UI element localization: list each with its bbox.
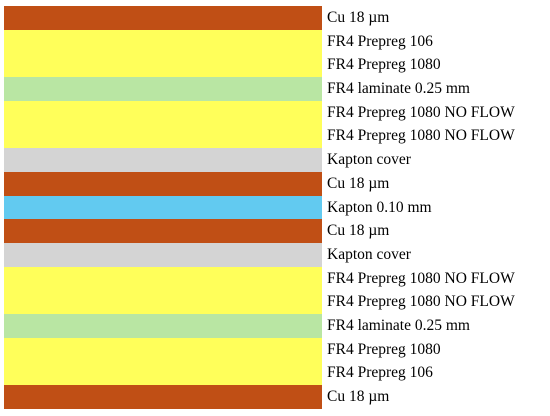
layer-label: Cu 18 µm [327,222,390,240]
layer-swatch-kapton-cover [4,148,322,172]
layer-swatch-laminate [4,313,322,338]
layer-stackup: Cu 18 µm FR4 Prepreg 106 FR4 Prepreg 1080 F… [4,6,550,409]
layer-swatch-prepreg [4,266,322,291]
layer-label: FR4 Prepreg 1080 NO FLOW [327,127,515,145]
layer-swatch-copper [4,171,322,196]
layer-label: Kapton 0.10 mm [327,198,432,216]
layer-label: Kapton cover [327,245,411,263]
layer-label: FR4 Prepreg 106 [327,364,433,382]
layer-row: Cu 18 µm [4,385,550,409]
layer-swatch-prepreg [4,53,322,78]
layer-label: FR4 Prepreg 1080 [327,340,441,358]
layer-row: FR4 Prepreg 1080 NO FLOW [4,100,550,125]
layer-row: Kapton cover [4,242,550,267]
layer-row: FR4 Prepreg 1080 NO FLOW [4,266,550,291]
layer-swatch-prepreg [4,124,322,149]
layer-label: FR4 Prepreg 1080 NO FLOW [327,293,515,311]
layer-label: FR4 Prepreg 1080 NO FLOW [327,269,515,287]
layer-label: FR4 Prepreg 1080 [327,56,441,74]
layer-row: Cu 18 µm [4,171,550,196]
layer-label: FR4 Prepreg 1080 NO FLOW [327,103,515,121]
layer-swatch-prepreg [4,290,322,314]
layer-row: Kapton 0.10 mm [4,195,550,220]
layer-swatch-prepreg [4,337,322,362]
layer-swatch-copper [4,385,322,409]
layer-swatch-copper [4,6,322,30]
layer-row: FR4 Prepreg 1080 [4,337,550,362]
layer-row: FR4 Prepreg 1080 [4,53,550,78]
layer-row: Kapton cover [4,148,550,172]
layer-row: FR4 Prepreg 1080 NO FLOW [4,290,550,314]
layer-label: Cu 18 µm [327,174,390,192]
layer-label: FR4 laminate 0.25 mm [327,80,470,98]
layer-label: Kapton cover [327,151,411,169]
layer-swatch-prepreg [4,100,322,125]
layer-row: FR4 Prepreg 106 [4,29,550,54]
layer-swatch-copper [4,219,322,243]
layer-label: FR4 laminate 0.25 mm [327,316,470,334]
layer-row: FR4 Prepreg 106 [4,361,550,385]
layer-swatch-kapton-core [4,195,322,220]
layer-row: Cu 18 µm [4,219,550,243]
layer-swatch-laminate [4,77,322,101]
layer-label: FR4 Prepreg 106 [327,32,433,50]
layer-row: FR4 laminate 0.25 mm [4,77,550,101]
layer-label: Cu 18 µm [327,9,390,26]
layer-swatch-prepreg [4,361,322,385]
layer-label: Cu 18 µm [327,388,390,405]
layer-swatch-kapton-cover [4,242,322,267]
layer-swatch-prepreg [4,29,322,54]
layer-row: Cu 18 µm [4,6,550,30]
layer-row: FR4 Prepreg 1080 NO FLOW [4,124,550,149]
layer-row: FR4 laminate 0.25 mm [4,313,550,338]
